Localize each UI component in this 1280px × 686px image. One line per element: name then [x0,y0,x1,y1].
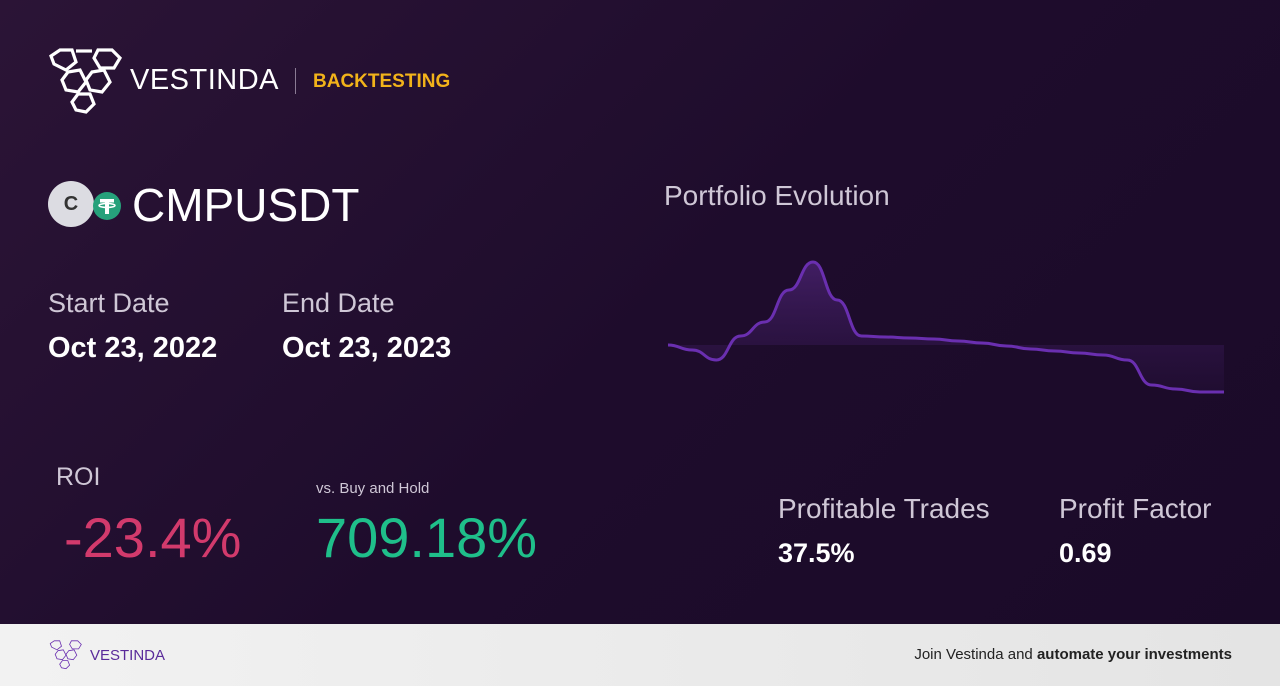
footer-logo [49,640,82,670]
compare-label: vs. Buy and Hold [316,480,430,497]
roi-label: ROI [56,463,101,491]
tether-icon [93,192,121,220]
coin-icon: C [48,181,94,227]
start-date: Oct 23, 2022 [48,332,218,364]
trades-label: Profitable Trades [778,493,990,524]
start-label: Start Date [48,288,170,318]
roi-value: -23.4% [64,506,242,569]
factor-value: 0.69 [1059,538,1112,568]
end-date: Oct 23, 2023 [282,332,452,364]
brand-name: VESTINDA [130,64,280,96]
end-label: End Date [282,288,395,318]
footer-cta: Join Vestinda and automate your investme… [914,647,1232,662]
cta-plain: Join Vestinda and [914,646,1033,663]
footer: VESTINDA Join Vestinda and automate your… [0,624,1280,686]
section-label: BACKTESTING [313,71,451,92]
chart [667,260,1224,394]
cta-bold: automate your investments [1036,646,1232,663]
line [667,260,1224,394]
trades-value: 37.5% [778,538,855,568]
divider [295,68,296,94]
compare-value: 709.18% [316,506,538,569]
factor-label: Profit Factor [1059,493,1212,524]
symbol-name: CMPUSDT [132,179,360,231]
line-area [668,262,1224,392]
brand-logo [49,48,123,114]
footer-brand: VESTINDA [90,647,166,664]
chart-title: Portfolio Evolution [664,180,890,211]
